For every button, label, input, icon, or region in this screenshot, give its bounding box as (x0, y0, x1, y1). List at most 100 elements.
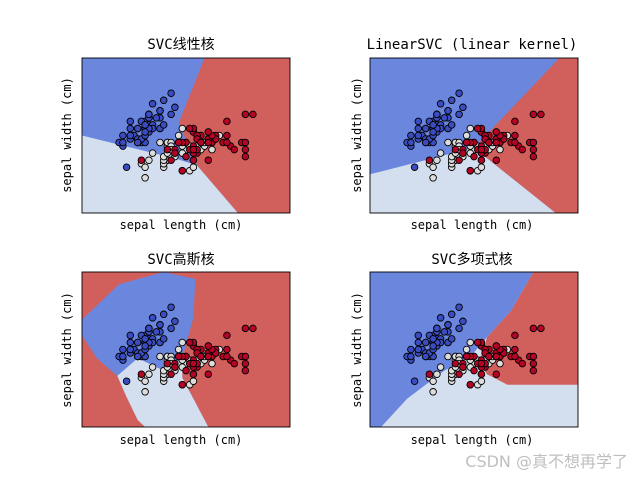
scatter-point-class0 (421, 352, 430, 361)
scatter-point-class2 (163, 359, 172, 368)
scatter-point-class2 (462, 138, 471, 147)
scatter-point-class0 (119, 352, 127, 361)
scatter-point-class2 (230, 145, 239, 154)
scatter-point-class0 (119, 345, 127, 354)
scatter-point-class2 (477, 156, 486, 164)
scatter-point-class0 (167, 89, 175, 97)
scatter-point-class1 (156, 352, 164, 361)
scatter-point-class2 (167, 370, 175, 378)
scatter-point-class1 (178, 338, 187, 347)
scatter-point-class2 (189, 359, 198, 368)
scatter-point-class2 (204, 342, 213, 350)
scatter-point-class2 (241, 110, 250, 119)
subplot-svc-linear: SVC线性核 sepal length (cm) sepal width (cm… (60, 37, 291, 232)
scatter-points (115, 89, 257, 182)
scatter-point-class0 (410, 377, 419, 385)
decision-regions (81, 271, 291, 428)
x-axis-label: sepal length (cm) (411, 433, 534, 447)
scatter-point-class2 (492, 352, 501, 361)
scatter-point-class1 (436, 149, 445, 157)
scatter-point-class0 (159, 310, 168, 319)
scatter-point-class1 (141, 388, 149, 396)
scatter-point-class2 (537, 110, 545, 119)
scatter-point-class2 (529, 352, 538, 361)
scatter-point-class2 (473, 338, 482, 347)
scatter-point-class0 (119, 138, 127, 147)
scatter-point-class0 (159, 335, 168, 343)
scatter-point-class2 (492, 138, 501, 147)
scatter-point-class2 (492, 370, 501, 378)
scatter-points (403, 303, 545, 396)
decision-regions (369, 57, 579, 214)
chart-title: SVC高斯核 (147, 251, 214, 268)
scatter-point-class1 (141, 377, 149, 385)
scatter-point-class2 (249, 324, 257, 333)
scatter-point-class2 (485, 352, 493, 361)
scatter-point-class0 (148, 100, 157, 108)
scatter-point-class1 (496, 359, 504, 368)
scatter-point-class1 (145, 370, 153, 378)
scatter-point-class2 (485, 138, 493, 147)
scatter-point-class2 (197, 352, 205, 361)
scatter-point-class0 (444, 321, 452, 329)
chart-title: SVC多项式核 (431, 251, 512, 268)
scatter-point-class0 (126, 131, 135, 140)
scatter-point-class1 (477, 163, 486, 171)
scatter-point-class0 (126, 124, 135, 133)
scatter-point-class0 (447, 335, 456, 343)
scatter-point-class2 (470, 366, 478, 375)
scatter-point-class2 (518, 359, 527, 368)
scatter-point-class0 (141, 121, 149, 129)
scatter-point-class0 (455, 110, 463, 119)
scatter-point-class0 (459, 317, 467, 326)
scatter-point-class2 (459, 363, 467, 371)
scatter-point-class2 (223, 352, 231, 361)
scatter-point-class2 (241, 366, 250, 375)
scatter-point-class1 (496, 145, 504, 154)
scatter-points (403, 89, 545, 182)
scatter-point-class0 (414, 117, 423, 126)
scatter-point-class0 (429, 335, 437, 343)
scatter-point-class1 (462, 131, 471, 140)
scatter-point-class0 (133, 124, 142, 133)
scatter-point-class2 (511, 345, 519, 354)
scatter-point-class0 (156, 321, 164, 329)
scatter-point-class0 (148, 314, 157, 322)
region-class2 (178, 58, 290, 213)
scatter-point-class2 (185, 124, 194, 133)
decision-regions (81, 57, 291, 214)
scatter-point-class2 (204, 156, 213, 164)
scatter-point-class2 (425, 370, 434, 378)
subplot-linearsvc: LinearSVC (linear kernel) sepal length (… (350, 37, 579, 232)
scatter-point-class2 (182, 152, 190, 161)
scatter-point-class0 (444, 107, 452, 115)
scatter-point-class0 (171, 103, 179, 112)
scatter-point-class2 (529, 152, 538, 161)
scatter-point-class2 (189, 156, 198, 164)
scatter-point-class1 (466, 124, 475, 133)
scatter-point-class1 (466, 338, 475, 347)
scatter-point-class2 (174, 352, 183, 361)
scatter-point-class2 (182, 366, 190, 375)
scatter-point-class0 (414, 131, 423, 140)
scatter-point-class1 (141, 163, 149, 171)
scatter-point-class2 (171, 149, 179, 157)
scatter-point-class1 (156, 138, 164, 147)
scatter-point-class0 (447, 96, 456, 105)
scatter-point-class0 (119, 131, 127, 140)
scatter-point-class2 (492, 128, 501, 136)
scatter-point-class1 (429, 388, 437, 396)
scatter-point-class2 (241, 352, 250, 361)
scatter-point-class2 (185, 338, 194, 347)
scatter-point-class0 (414, 331, 423, 340)
scatter-point-class2 (529, 324, 538, 333)
decision-regions (369, 271, 579, 428)
scatter-point-class1 (148, 149, 157, 157)
scatter-point-class0 (455, 324, 463, 333)
scatter-point-class0 (433, 324, 441, 333)
scatter-point-class1 (174, 345, 183, 354)
scatter-point-class2 (163, 145, 172, 154)
scatter-point-class2 (459, 149, 467, 157)
scatter-point-class1 (208, 359, 216, 368)
scatter-point-class0 (122, 163, 131, 171)
